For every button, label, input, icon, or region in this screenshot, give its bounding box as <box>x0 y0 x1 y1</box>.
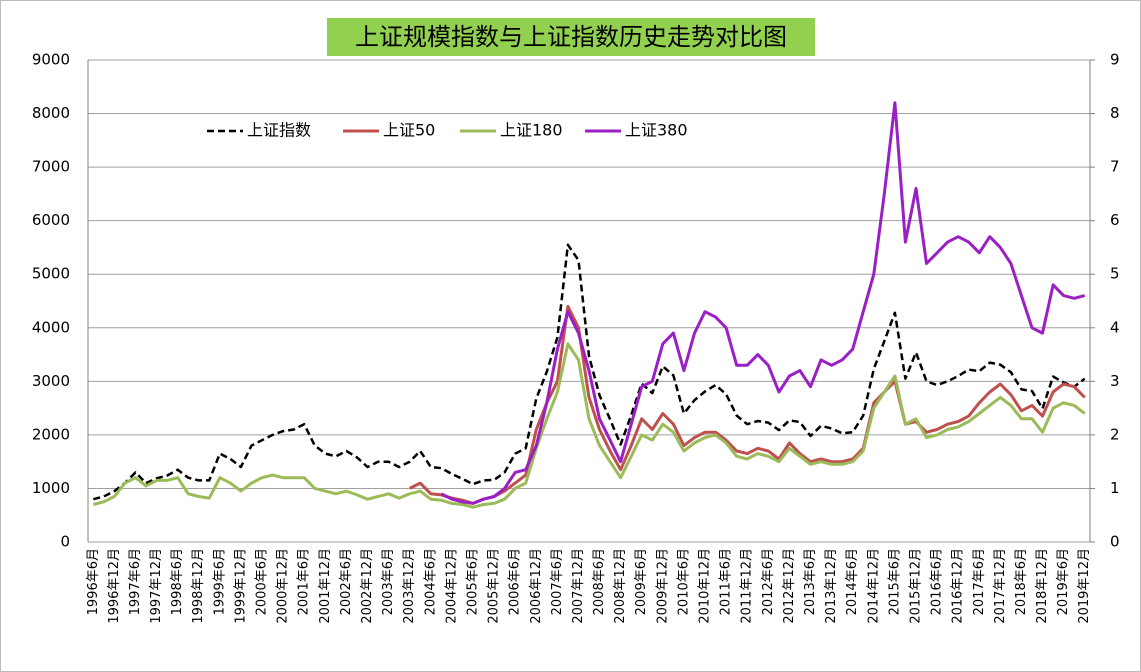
y-tick-label: 1000 <box>32 479 70 497</box>
x-tick-label: 2012年12月 <box>782 548 797 624</box>
x-tick-label: 1999年12月 <box>233 548 248 624</box>
x-tick-label: 2017年12月 <box>993 548 1008 624</box>
x-tick-label: 2018年6月 <box>1014 548 1029 615</box>
x-tick-label: 2011年12月 <box>740 548 755 624</box>
x-tick-label: 2010年12月 <box>698 548 713 624</box>
x-tick-label: 2003年12月 <box>402 548 417 624</box>
y2-tick-label: 3 <box>1110 372 1120 390</box>
x-tick-label: 2005年6月 <box>465 548 480 615</box>
y2-tick-label: 2 <box>1110 425 1120 443</box>
x-tick-label: 2013年12月 <box>824 548 839 624</box>
y-tick-label: 5000 <box>32 265 70 283</box>
y-tick-label: 2000 <box>32 425 70 443</box>
y-tick-label: 4000 <box>32 318 70 336</box>
legend-label: 上证180 <box>500 121 563 140</box>
y2-tick-label: 4 <box>1110 318 1120 336</box>
x-tick-label: 2008年12月 <box>613 548 628 624</box>
x-tick-label: 2001年6月 <box>297 548 312 615</box>
x-tick-label: 2008年6月 <box>592 548 607 615</box>
y-tick-label: 0 <box>60 533 70 551</box>
x-tick-label: 2014年12月 <box>866 548 881 624</box>
x-tick-label: 2015年6月 <box>887 548 902 615</box>
x-tick-label: 2000年12月 <box>276 548 291 624</box>
x-tick-label: 2013年6月 <box>803 548 818 615</box>
x-tick-label: 2006年12月 <box>529 548 544 624</box>
x-tick-label: 2015年12月 <box>908 548 923 624</box>
x-tick-label: 2003年6月 <box>381 548 396 615</box>
x-tick-label: 2001年12月 <box>318 548 333 624</box>
y-tick-label: 8000 <box>32 104 70 122</box>
x-tick-label: 2019年12月 <box>1077 548 1092 624</box>
series-line <box>409 304 1086 505</box>
chart-title: 上证规模指数与上证指数历史走势对比图 <box>355 23 787 51</box>
x-tick-label: 2018年12月 <box>1035 548 1050 624</box>
y2-tick-label: 8 <box>1110 104 1120 122</box>
series-line <box>92 243 1086 501</box>
x-tick-label: 2009年12月 <box>655 548 670 624</box>
legend-label: 上证380 <box>625 121 688 140</box>
x-tick-label: 2009年6月 <box>634 548 649 615</box>
x-tick-label: 1998年12月 <box>191 548 206 624</box>
y-tick-label: 7000 <box>32 158 70 176</box>
x-tick-label: 1998年6月 <box>170 548 185 615</box>
x-tick-label: 1999年6月 <box>212 548 227 615</box>
y2-tick-label: 7 <box>1110 158 1120 176</box>
y2-tick-label: 9 <box>1110 51 1120 69</box>
x-tick-label: 2006年6月 <box>508 548 523 615</box>
y2-tick-label: 1 <box>1110 479 1120 497</box>
x-tick-label: 1996年12月 <box>107 548 122 624</box>
x-tick-label: 2011年6月 <box>719 548 734 615</box>
x-tick-label: 2016年6月 <box>930 548 945 615</box>
y-tick-label: 9000 <box>32 51 70 69</box>
x-tick-label: 2000年6月 <box>255 548 270 615</box>
legend-label: 上证50 <box>383 121 435 140</box>
y2-tick-label: 6 <box>1110 211 1120 229</box>
x-tick-label: 2019年6月 <box>1056 548 1071 615</box>
x-tick-label: 1996年6月 <box>86 548 101 615</box>
y-tick-label: 6000 <box>32 211 70 229</box>
title-box <box>327 18 815 56</box>
y2-tick-label: 0 <box>1110 533 1120 551</box>
x-tick-label: 2007年6月 <box>550 548 565 615</box>
x-tick-label: 2004年12月 <box>444 548 459 624</box>
x-tick-label: 2010年6月 <box>676 548 691 615</box>
x-tick-label: 2012年6月 <box>761 548 776 615</box>
x-tick-label: 2005年12月 <box>487 548 502 624</box>
x-tick-label: 2004年6月 <box>423 548 438 615</box>
x-tick-label: 1997年12月 <box>149 548 164 624</box>
x-tick-label: 2002年6月 <box>339 548 354 615</box>
x-tick-label: 1997年6月 <box>128 548 143 615</box>
legend-label: 上证指数 <box>247 121 311 140</box>
x-tick-label: 2014年6月 <box>845 548 860 615</box>
y2-tick-label: 5 <box>1110 265 1120 283</box>
x-tick-label: 2016年12月 <box>951 548 966 624</box>
series-line <box>440 101 1086 505</box>
x-tick-label: 2002年12月 <box>360 548 375 624</box>
series-line <box>92 342 1086 509</box>
x-tick-label: 2007年12月 <box>571 548 586 624</box>
x-tick-label: 2017年6月 <box>972 548 987 615</box>
y-tick-label: 3000 <box>32 372 70 390</box>
